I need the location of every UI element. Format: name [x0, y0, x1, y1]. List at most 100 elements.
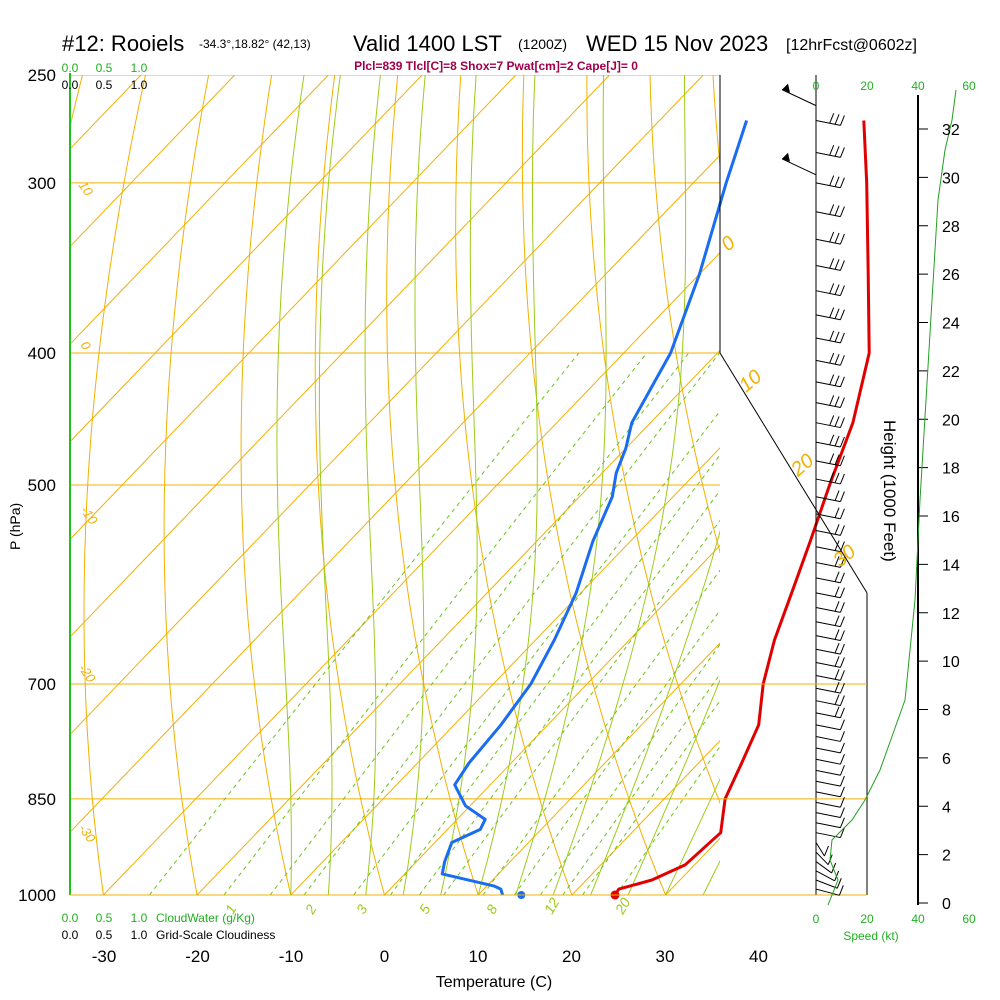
dry-adiabat-line [586, 75, 720, 805]
temperature-tick-label: -10 [279, 947, 304, 966]
wind-barb-feather [839, 115, 845, 126]
wind-barb-shaft [815, 238, 841, 245]
wind-barb-shaft [815, 724, 841, 731]
height-tick-label: 12 [942, 606, 960, 623]
wind-barb-feather [839, 707, 845, 718]
wind-barb-shaft [815, 422, 841, 429]
wind-barb-feather [834, 284, 840, 295]
height-tick-label: 4 [942, 799, 951, 816]
wind-barb-shaft [815, 736, 841, 742]
dry-adiabat-label: 10 [76, 178, 97, 199]
wind-barb-shaft [781, 158, 817, 176]
height-tick-label: 0 [942, 896, 951, 913]
wind-barb-feather [834, 540, 840, 551]
mixing-ratio-line [615, 745, 720, 895]
wind-barb-feather [839, 695, 845, 706]
temperature-tick-label: 10 [469, 947, 488, 966]
wind-barb-feather [839, 376, 845, 387]
wind-barb-feather [839, 541, 845, 552]
height-tick-label: 18 [942, 461, 960, 478]
cloudiness-tick-bottom: 1.0 [131, 928, 148, 942]
wind-barb-shaft [815, 496, 841, 503]
speed-tick-bottom: 60 [962, 912, 976, 926]
title-date: WED 15 Nov 2023 [586, 31, 768, 56]
wind-barb-feather [834, 308, 840, 319]
wind-barb-feather [839, 473, 845, 485]
wind-barb-feather [839, 807, 845, 818]
wind-barb-shaft [815, 822, 841, 829]
temperature-tick-label: 30 [656, 947, 675, 966]
wind-barb-feather [839, 417, 845, 428]
height-tick-label: 30 [942, 170, 960, 187]
cloudwater-tick-bottom: 0.0 [62, 911, 79, 925]
height-tick-label: 10 [942, 654, 960, 671]
wind-barb-feather [838, 885, 844, 896]
mixing-ratio-line [223, 352, 648, 895]
wind-barb-feather [834, 490, 840, 501]
dry-adiabat-line [902, 75, 1000, 895]
wind-barb-feather [834, 353, 840, 365]
wind-barb-feather [829, 352, 835, 364]
height-tick-label: 16 [942, 509, 960, 526]
wind-barb-shaft [815, 211, 841, 218]
wind-barb-shaft [815, 832, 841, 839]
wind-barb-feather [834, 472, 840, 484]
wind-barb-shaft [815, 592, 841, 599]
wind-barb-feather [839, 587, 845, 598]
wind-barb-feather [839, 557, 845, 568]
wind-barb-feather [829, 374, 835, 385]
height-tick-label: 8 [942, 703, 951, 720]
height-tick-label: 6 [942, 751, 951, 768]
wind-barb-feather [839, 765, 845, 776]
moist-adiabat-line [477, 75, 538, 895]
temperature-axis-title: Temperature (C) [436, 974, 552, 991]
wind-barb-shaft [815, 530, 841, 536]
wind-barb-shaft [815, 662, 841, 668]
temperature-tick-label: -20 [185, 947, 210, 966]
wind-barb-shaft [815, 842, 825, 857]
wind-barb-shaft [815, 359, 841, 366]
pressure-tick-label: 500 [28, 476, 56, 495]
wind-barb-feather [839, 455, 845, 466]
wind-barb-feather [829, 204, 835, 215]
dry-adiabat-line [240, 75, 292, 895]
cloudiness-tick-bottom: 0.0 [62, 928, 79, 942]
moist-adiabat-line [440, 75, 478, 895]
wind-barb-shaft [781, 89, 817, 107]
wind-barb-feather [834, 601, 840, 612]
dry-adiabat-label: -30 [76, 821, 100, 846]
moist-adiabat-label: 20 [786, 450, 818, 482]
wind-barb-feather [834, 435, 840, 447]
dry-adiabat-line [839, 75, 1000, 895]
wind-barb-feather [839, 775, 845, 787]
wind-barb-shaft [815, 265, 841, 271]
wind-barb-feather [839, 260, 845, 271]
wind-barb-feather [839, 332, 845, 344]
wind-barb-feather [834, 669, 840, 680]
cloudiness-tick-top: 0.0 [62, 78, 79, 92]
wind-barb-feather [829, 145, 835, 156]
wind-barb-feather [839, 682, 845, 694]
wind-barb-shaft [815, 758, 841, 765]
isotherm-line [853, 75, 1000, 895]
wind-barb-shaft [815, 870, 835, 882]
mixing-ratio-line [149, 352, 580, 895]
wind-barb-feather [834, 706, 840, 717]
wind-barb-shaft [815, 577, 841, 584]
wind-barb-feather [839, 670, 845, 681]
title-zulu: (1200Z) [518, 36, 567, 52]
hodo-outline-diagonal [719, 352, 868, 594]
wind-barb-feather [839, 786, 845, 797]
wind-barb-shaft [815, 635, 841, 642]
wind-barb-feather [836, 878, 842, 889]
wind-barb-shaft [815, 879, 838, 889]
isotherm-line [70, 75, 704, 736]
dry-adiabat-line [83, 75, 146, 895]
mixing-ratio-label: 5 [416, 902, 434, 917]
height-tick-label: 22 [942, 364, 960, 381]
wind-barb-shaft [815, 861, 832, 874]
moist-adiabat-line [627, 678, 720, 895]
dry-adiabat-line [521, 75, 667, 895]
wind-barb-feather [839, 309, 845, 320]
